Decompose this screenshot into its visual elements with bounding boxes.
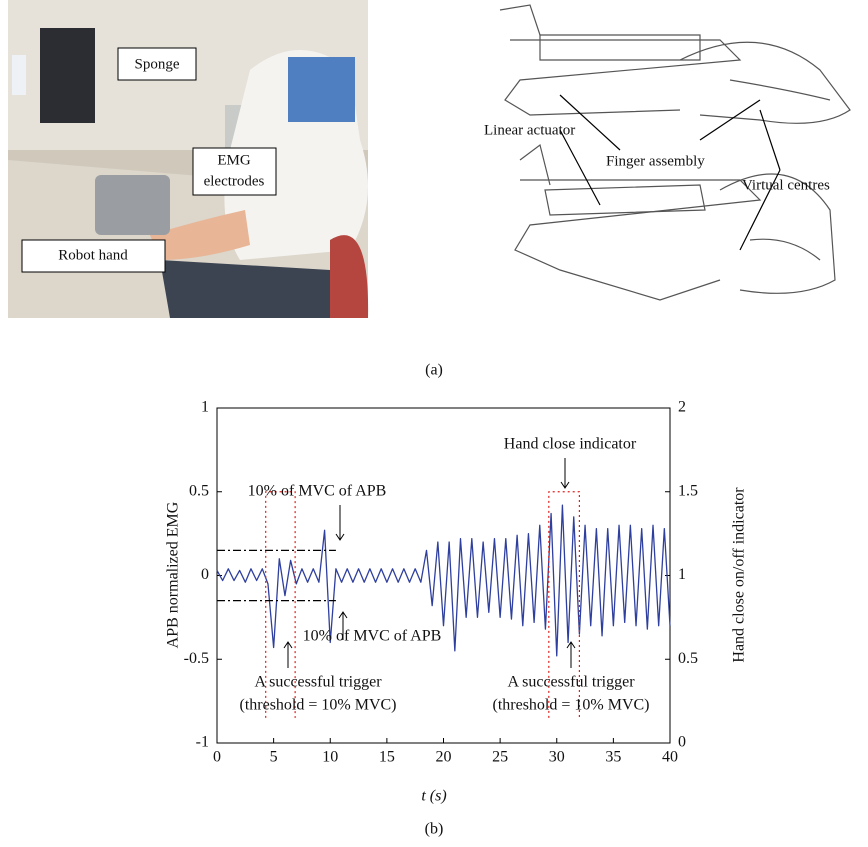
y-tick-label: 0 <box>201 566 209 583</box>
annotation: Hand close indicator <box>504 436 637 453</box>
y-axis-label: APB normalized EMG <box>165 501 182 648</box>
x-tick-label: 5 <box>270 749 278 766</box>
photo-label: Sponge <box>135 56 180 72</box>
photo-label: EMG <box>217 152 251 168</box>
drawing-label: Linear actuator <box>484 122 575 138</box>
y2-tick-label: 2 <box>678 399 686 416</box>
annotation: A successful trigger <box>507 674 635 691</box>
y-tick-label: -1 <box>196 734 209 751</box>
photo: Sponge EMG electrodes Robot hand <box>8 0 368 318</box>
y2-tick-label: 1.5 <box>678 482 698 499</box>
annotation: (threshold = 10% MVC) <box>239 697 396 714</box>
panel-caption: (a) <box>425 362 443 379</box>
x-tick-label: 25 <box>492 749 508 766</box>
x-tick-label: 40 <box>662 749 678 766</box>
x-tick-label: 0 <box>213 749 221 766</box>
y2-tick-label: 1 <box>678 566 686 583</box>
x-tick-label: 20 <box>436 749 452 766</box>
y2-axis-label: Hand close on/off indicator <box>731 487 748 663</box>
x-tick-label: 10 <box>322 749 338 766</box>
annotation: A successful trigger <box>254 674 382 691</box>
panel-caption: (b) <box>425 821 444 838</box>
annotation: 10% of MVC of APB <box>248 483 387 500</box>
plot-frame <box>217 408 670 743</box>
annotation: 10% of MVC of APB <box>303 628 442 645</box>
y2-tick-label: 0.5 <box>678 650 698 667</box>
x-tick-label: 30 <box>549 749 565 766</box>
y-tick-label: -0.5 <box>184 650 209 667</box>
photo-label: Robot hand <box>58 247 128 263</box>
annotation: (threshold = 10% MVC) <box>492 697 649 714</box>
figure: Sponge EMG electrodes Robot hand Linear … <box>0 0 868 847</box>
photo-label: electrodes <box>204 173 265 189</box>
y-tick-label: 0.5 <box>189 482 209 499</box>
series-line <box>217 505 670 656</box>
drawing-label: Finger assembly <box>606 153 705 169</box>
x-tick-label: 15 <box>379 749 395 766</box>
x-axis-label: t (s) <box>421 788 446 805</box>
y2-tick-label: 0 <box>678 734 686 751</box>
drawing-label: Virtual centres <box>742 177 830 193</box>
y-tick-label: 1 <box>201 399 209 416</box>
x-tick-label: 35 <box>605 749 621 766</box>
